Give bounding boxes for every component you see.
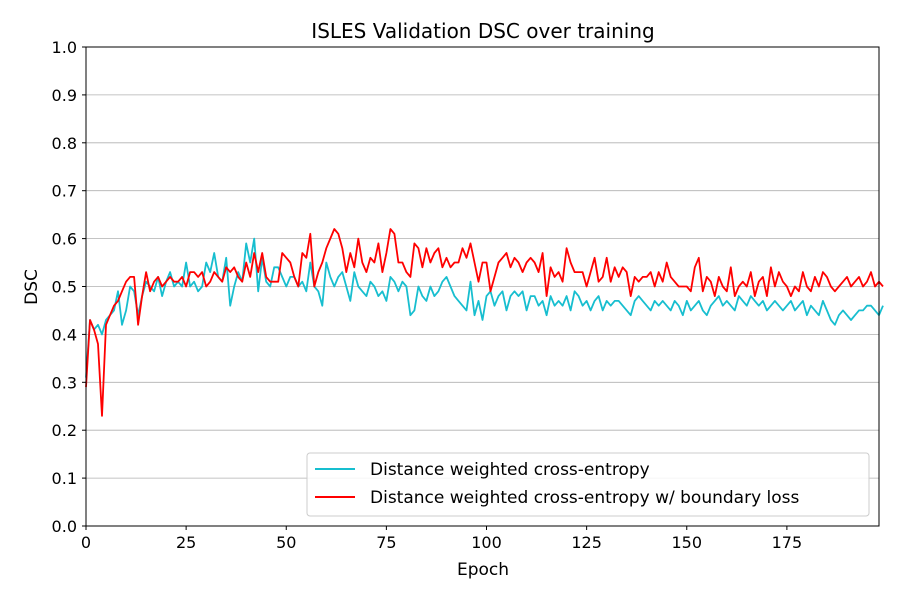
legend-box [306,452,870,517]
y-tick-label: 0.4 [52,325,77,344]
x-tick-label: 175 [772,533,803,552]
x-tick-label: 0 [81,533,91,552]
series-layer [85,228,884,417]
y-axis-label: DSC [22,269,42,305]
x-tick-label: 100 [471,533,502,552]
y-tick-label: 0.3 [52,373,77,392]
y-tick-label: 0.0 [52,517,77,536]
x-tick-label: 75 [376,533,396,552]
x-axis: 0 25 50 75 100 125 150 175 [81,526,802,552]
x-tick-label: 50 [276,533,296,552]
y-axis: 0.0 0.1 0.2 0.3 0.4 0.5 0.6 0.7 0.8 0.9 1.0 [52,38,86,536]
legend-label-series-2: Distance weighted cross-entropy w/ bound… [370,488,800,508]
x-axis-label: Epoch [457,560,509,580]
legend-label-series-1: Distance weighted cross-entropy [370,460,650,480]
chart-title: ISLES Validation DSC over training [311,19,654,43]
y-tick-label: 0.8 [52,134,77,153]
series-line-2 [85,228,884,417]
y-tick-label: 0.7 [52,182,77,201]
y-tick-label: 0.1 [52,469,77,488]
y-tick-label: 0.9 [52,86,77,105]
y-tick-label: 0.2 [52,421,77,440]
x-tick-label: 125 [571,533,602,552]
y-tick-label: 0.6 [52,230,77,249]
y-tick-label: 0.5 [52,278,77,297]
legend: Distance weighted cross-entropy Distance… [306,452,870,517]
x-tick-label: 150 [671,533,702,552]
y-tick-label: 1.0 [52,38,77,57]
x-tick-label: 25 [176,533,196,552]
